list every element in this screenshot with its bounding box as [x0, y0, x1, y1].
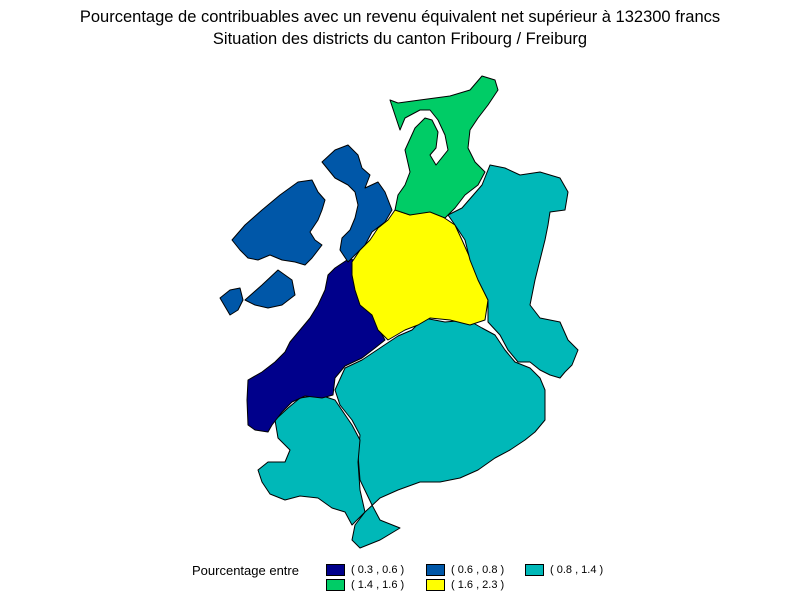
legend-item-label: ( 0.6 , 0.8 )	[451, 564, 505, 576]
district-teal-east[interactable]	[447, 164, 579, 379]
legend-item: ( 0.6 , 0.8 )	[426, 564, 504, 576]
legend-item-label: ( 1.4 , 1.6 )	[351, 579, 405, 591]
district-teal-south[interactable]	[334, 317, 546, 549]
legend-item: ( 0.3 , 0.6 )	[326, 564, 404, 576]
district-blue-north[interactable]	[321, 144, 393, 263]
legend-item-label: ( 1.6 , 2.3 )	[451, 579, 505, 591]
legend-swatch	[326, 579, 345, 591]
district-blue-enclave-2[interactable]	[244, 269, 296, 309]
legend-swatch	[326, 564, 345, 576]
title-line-2: Situation des districts du canton Fribou…	[212, 30, 588, 48]
legend-label: Pourcentage entre	[192, 563, 299, 578]
district-blue-enclave-1[interactable]	[219, 287, 244, 316]
legend-item: ( 1.6 , 2.3 )	[426, 579, 504, 591]
legend-item-label: ( 0.3 , 0.6 )	[351, 564, 405, 576]
map-title: Pourcentage de contribuables avec un rev…	[0, 6, 800, 50]
legend-swatch	[426, 564, 445, 576]
legend-item-label: ( 0.8 , 1.4 )	[550, 564, 604, 576]
district-green[interactable]	[389, 75, 499, 219]
title-line-1: Pourcentage de contribuables avec un rev…	[79, 8, 721, 26]
legend-swatch	[426, 579, 445, 591]
legend-swatch	[525, 564, 544, 576]
legend-item: ( 0.8 , 1.4 )	[525, 564, 603, 576]
district-blue-lake[interactable]	[231, 179, 326, 266]
legend-item: ( 1.4 , 1.6 )	[326, 579, 404, 591]
district-yellow[interactable]	[351, 209, 489, 341]
